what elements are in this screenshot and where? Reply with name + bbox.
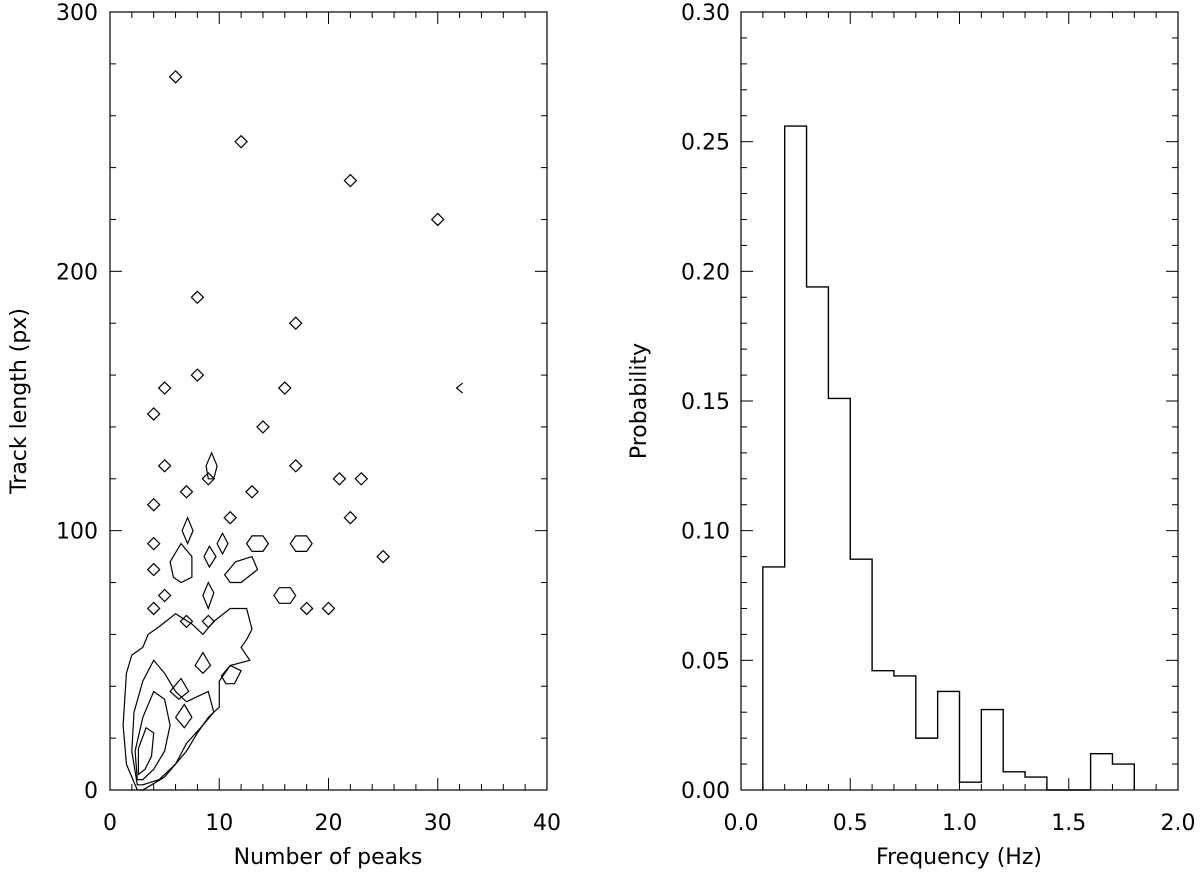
density-contour	[205, 451, 218, 480]
scatter-y-tick-label: 100	[56, 520, 98, 545]
scatter-panel: 0 10 20 30 40 0 100 200 300 Number of peaks Trac…	[7, 1, 561, 870]
scatter-points	[146, 69, 463, 629]
scatter-point	[223, 510, 238, 525]
histogram-y-tick-label: 0.20	[681, 260, 730, 285]
histogram-ticks: 0.0 0.5 1.0 1.5 2.0 0.00 0.05 0.10 0.15 0.20 0.25 0…	[681, 1, 1195, 836]
histogram-y-tick-label: 0.00	[681, 779, 730, 804]
histogram-bin	[981, 710, 1003, 790]
histogram-bin	[828, 398, 850, 790]
scatter-point	[146, 562, 161, 577]
density-contour	[245, 535, 270, 553]
histogram-bin	[785, 126, 807, 790]
scatter-y-tick-label: 0	[84, 779, 98, 804]
histogram-x-tick-label: 1.5	[1051, 811, 1086, 836]
histogram-bin	[1025, 777, 1047, 790]
histogram-y-tick-label: 0.15	[681, 390, 730, 415]
histogram-bin	[872, 671, 894, 790]
scatter-point	[190, 290, 205, 305]
scatter-point	[201, 614, 216, 629]
scatter-x-tick-label: 30	[424, 811, 452, 836]
histogram-bin	[916, 738, 938, 790]
scatter-point	[245, 484, 259, 499]
scatter-point	[234, 134, 248, 149]
density-contour	[122, 607, 253, 791]
scatter-point-partial	[455, 382, 463, 394]
scatter-point	[157, 588, 172, 603]
scatter-point	[288, 316, 303, 331]
scatter-ticks: 0 10 20 30 40 0 100 200 300	[56, 1, 561, 836]
scatter-point	[343, 510, 358, 525]
scatter-point	[256, 420, 270, 434]
histogram-panel: 0.0 0.5 1.0 1.5 2.0 0.00 0.05 0.10 0.15 0.20 0.25 0…	[627, 1, 1196, 870]
scatter-point	[332, 471, 347, 486]
scatter-point	[157, 381, 172, 395]
histogram-y-axis-label: Probability	[627, 343, 652, 459]
density-contour	[220, 664, 242, 685]
scatter-point	[354, 471, 369, 486]
histogram-x-tick-label: 0.5	[833, 811, 868, 836]
density-contour	[273, 587, 297, 604]
histogram-x-tick-label: 2.0	[1161, 811, 1196, 836]
histogram-steps	[762, 125, 1135, 791]
scatter-y-tick-label: 200	[56, 260, 98, 285]
histogram-bin	[960, 782, 982, 790]
scatter-x-tick-label: 10	[205, 811, 233, 836]
histogram-bin	[850, 559, 872, 790]
scatter-point	[179, 614, 194, 629]
scatter-x-tick-label: 40	[533, 811, 561, 836]
histogram-y-tick-label: 0.30	[681, 1, 730, 26]
scatter-point	[299, 601, 314, 616]
scatter-point	[201, 471, 216, 486]
density-contour	[134, 690, 171, 781]
scatter-point	[179, 484, 194, 499]
histogram-step-line	[762, 125, 1135, 791]
scatter-y-tick-label: 300	[56, 1, 98, 26]
histogram-y-tick-label: 0.10	[681, 520, 730, 545]
scatter-point	[146, 601, 161, 616]
histogram-x-axis-label: Frequency (Hz)	[876, 845, 1042, 870]
density-contour	[202, 581, 215, 611]
density-contour	[131, 659, 215, 786]
scatter-point	[343, 173, 358, 188]
histogram-bin	[1112, 764, 1134, 790]
density-contour	[137, 726, 155, 776]
density-contour	[194, 651, 212, 675]
density-contour	[203, 544, 217, 569]
histogram-bin	[1003, 772, 1025, 790]
histogram-x-tick-label: 1.0	[942, 811, 977, 836]
scatter-plot-frame	[109, 11, 548, 791]
density-contour	[169, 677, 190, 700]
scatter-point	[146, 536, 161, 551]
scatter-point	[321, 601, 336, 616]
density-contour	[223, 555, 259, 584]
scatter-point	[288, 458, 303, 473]
histogram-bin	[763, 567, 785, 790]
histogram-x-tick-label: 0.0	[724, 811, 759, 836]
density-contour	[181, 516, 194, 546]
scatter-y-axis-label: Track length (px)	[7, 308, 32, 495]
density-contour	[169, 542, 193, 584]
scatter-point	[190, 368, 205, 382]
histogram-y-tick-label: 0.25	[681, 131, 730, 156]
histogram-bin	[938, 691, 960, 790]
scatter-point	[376, 549, 390, 564]
scatter-point	[430, 212, 445, 227]
scatter-x-axis-label: Number of peaks	[234, 845, 423, 870]
scatter-x-tick-label: 0	[103, 811, 117, 836]
histogram-bin	[894, 676, 916, 790]
density-contours	[122, 451, 313, 791]
scatter-point	[168, 69, 183, 84]
histogram-bin	[1091, 754, 1113, 790]
scatter-point	[157, 458, 172, 473]
density-contour	[216, 532, 229, 556]
density-contour	[289, 535, 313, 553]
scatter-point	[146, 407, 161, 421]
histogram-bin	[807, 287, 829, 790]
histogram-y-tick-label: 0.05	[681, 649, 730, 674]
density-contour	[174, 703, 193, 729]
scatter-point	[146, 497, 161, 512]
scatter-point	[277, 381, 292, 395]
scatter-x-tick-label: 20	[315, 811, 343, 836]
